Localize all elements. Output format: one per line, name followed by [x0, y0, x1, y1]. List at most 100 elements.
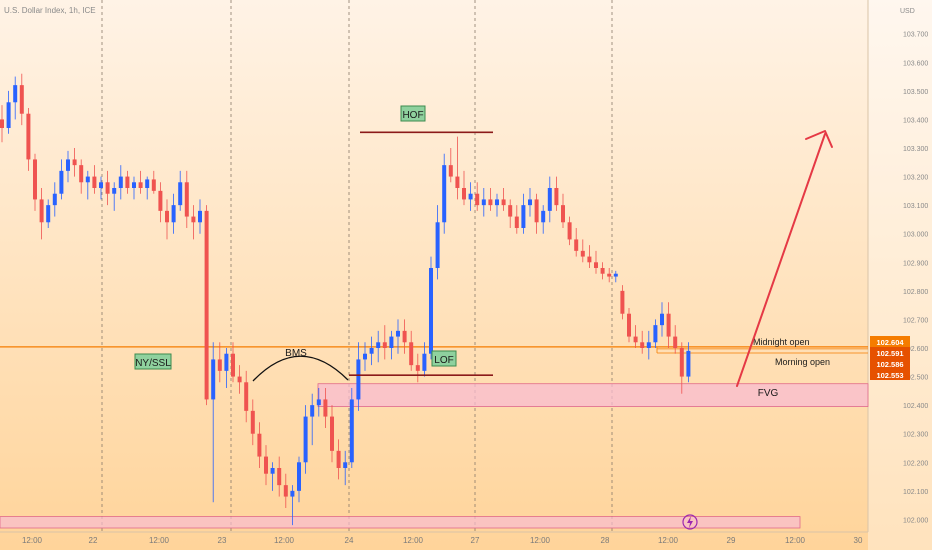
- price-axis-panel[interactable]: [868, 0, 932, 550]
- candle[interactable]: [488, 188, 493, 211]
- candle[interactable]: [171, 193, 176, 234]
- candle[interactable]: [283, 473, 288, 508]
- time-axis[interactable]: 12:00 22 12:00 23 12:00 24 12:00 27 12:00 28 12:00…: [22, 536, 863, 545]
- candle[interactable]: [85, 170, 90, 200]
- candle[interactable]: [257, 422, 262, 468]
- candle[interactable]: [580, 239, 585, 263]
- candle[interactable]: [686, 342, 691, 383]
- candle[interactable]: [158, 182, 163, 223]
- candle[interactable]: [627, 308, 631, 343]
- candle[interactable]: [59, 159, 64, 200]
- candle[interactable]: [409, 330, 414, 371]
- candle[interactable]: [567, 216, 572, 246]
- candle[interactable]: [33, 153, 37, 211]
- candle[interactable]: [330, 405, 334, 463]
- candle[interactable]: [396, 319, 400, 354]
- candle[interactable]: [92, 165, 97, 194]
- candle[interactable]: [514, 205, 519, 234]
- candle[interactable]: [151, 170, 156, 194]
- candle[interactable]: [422, 342, 427, 377]
- candle[interactable]: [0, 105, 4, 143]
- candle[interactable]: [356, 342, 361, 411]
- candle[interactable]: [455, 136, 460, 200]
- candle[interactable]: [646, 330, 651, 360]
- candle[interactable]: [231, 342, 235, 383]
- candle[interactable]: [6, 90, 11, 134]
- candle[interactable]: [429, 256, 433, 360]
- candle[interactable]: [303, 405, 308, 474]
- bolt-icon[interactable]: [682, 514, 698, 530]
- candle[interactable]: [363, 342, 367, 371]
- candle[interactable]: [165, 199, 169, 240]
- candle[interactable]: [673, 325, 678, 354]
- candle[interactable]: [13, 76, 18, 120]
- candle[interactable]: [290, 485, 295, 526]
- candle[interactable]: [508, 199, 513, 228]
- candle[interactable]: [653, 319, 658, 348]
- candle[interactable]: [99, 176, 103, 200]
- candle[interactable]: [541, 205, 546, 234]
- candle[interactable]: [316, 388, 321, 417]
- candle[interactable]: [633, 325, 638, 348]
- candle[interactable]: [481, 188, 486, 217]
- candle[interactable]: [224, 348, 229, 388]
- candle[interactable]: [495, 193, 499, 217]
- candle[interactable]: [600, 262, 605, 280]
- candle[interactable]: [574, 228, 579, 257]
- candle[interactable]: [660, 302, 664, 337]
- candle[interactable]: [587, 245, 592, 268]
- candle[interactable]: [217, 342, 222, 383]
- candle[interactable]: [250, 399, 255, 446]
- candle[interactable]: [415, 353, 420, 383]
- candle[interactable]: [145, 176, 150, 200]
- candle[interactable]: [310, 393, 315, 446]
- candle[interactable]: [679, 342, 684, 394]
- candle[interactable]: [184, 170, 189, 228]
- price-axis[interactable]: 103.700 103.600 103.500 103.400 103.300 103.2…: [903, 32, 928, 525]
- candle[interactable]: [534, 193, 539, 234]
- candle[interactable]: [402, 319, 407, 354]
- candle[interactable]: [72, 148, 77, 177]
- candle[interactable]: [132, 176, 136, 200]
- candle[interactable]: [547, 176, 552, 223]
- candle[interactable]: [528, 188, 532, 217]
- candle[interactable]: [475, 182, 480, 211]
- candle[interactable]: [46, 199, 51, 228]
- candle[interactable]: [382, 325, 387, 360]
- candle[interactable]: [118, 165, 123, 200]
- candle[interactable]: [191, 205, 196, 240]
- candle[interactable]: [277, 456, 282, 497]
- candle[interactable]: [594, 250, 598, 274]
- candle[interactable]: [323, 388, 328, 428]
- candle[interactable]: [178, 170, 183, 211]
- candle[interactable]: [336, 439, 341, 480]
- candle[interactable]: [468, 182, 473, 211]
- candle[interactable]: [52, 182, 57, 217]
- candle[interactable]: [343, 450, 348, 486]
- candle[interactable]: [389, 330, 394, 360]
- candle[interactable]: [369, 336, 374, 366]
- candle[interactable]: [349, 388, 354, 468]
- candle[interactable]: [376, 330, 381, 363]
- candle[interactable]: [270, 462, 275, 491]
- candles-layer[interactable]: [0, 73, 691, 526]
- candle[interactable]: [554, 176, 559, 211]
- candle[interactable]: [79, 159, 84, 194]
- candle[interactable]: [666, 302, 671, 348]
- candle[interactable]: [26, 108, 31, 171]
- candle[interactable]: [112, 182, 117, 211]
- candle[interactable]: [198, 199, 202, 234]
- candle[interactable]: [297, 456, 301, 503]
- candle[interactable]: [442, 153, 447, 234]
- candle[interactable]: [462, 170, 466, 206]
- candle[interactable]: [620, 285, 625, 320]
- candle[interactable]: [244, 370, 249, 423]
- candle[interactable]: [138, 170, 143, 194]
- candle[interactable]: [211, 342, 216, 503]
- candle[interactable]: [204, 205, 209, 406]
- candle[interactable]: [448, 148, 453, 183]
- candle[interactable]: [521, 193, 526, 234]
- candle[interactable]: [66, 150, 70, 183]
